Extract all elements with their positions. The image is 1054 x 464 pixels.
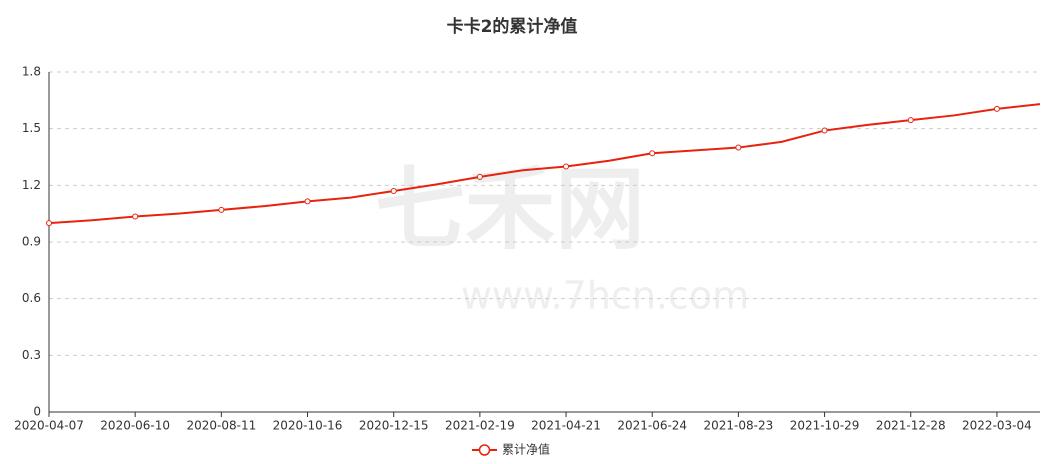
y-tick-label: 0 [33, 405, 41, 419]
point [218, 206, 225, 213]
point [735, 144, 742, 151]
watermark-brand: 七禾网 [375, 157, 645, 262]
point [993, 105, 1000, 112]
point [476, 173, 483, 180]
y-tick-label: 1.5 [22, 121, 41, 135]
x-tick-label: 2020-12-15 [359, 419, 429, 433]
chart-title: 卡卡2的累计净值 [447, 16, 578, 37]
watermark-url: www.7hcn.com [461, 274, 749, 318]
y-tick-label: 0.9 [22, 235, 41, 249]
legend-label: 累计净值 [502, 442, 550, 457]
point [304, 198, 311, 205]
x-tick-label: 2020-08-11 [186, 419, 256, 433]
point [649, 150, 656, 157]
y-tick-label: 0.6 [22, 291, 41, 305]
x-tick-label: 2021-12-28 [876, 419, 946, 433]
x-tick-label: 2021-04-21 [531, 419, 601, 433]
point [821, 127, 828, 134]
x-tick-label: 2020-04-07 [14, 419, 84, 433]
x-tick-label: 2021-06-24 [617, 419, 687, 433]
y-tick-label: 0.3 [22, 348, 41, 362]
line [48, 103, 1041, 225]
point [907, 117, 914, 124]
y-tick-label: 1.2 [22, 178, 41, 192]
x-tick-label: 2020-10-16 [273, 419, 343, 433]
x-tick-label: 2021-10-29 [790, 419, 860, 433]
x-tick-label: 2021-02-19 [445, 419, 515, 433]
x-tick-label: 2020-06-10 [100, 419, 170, 433]
x-tick-label: 2021-08-23 [704, 419, 774, 433]
point [132, 213, 139, 220]
point [46, 220, 52, 227]
y-tick-label: 1.8 [22, 65, 41, 79]
point [563, 163, 570, 170]
point [390, 188, 397, 194]
x-tick-label: 2022-03-04 [962, 419, 1032, 433]
legend-marker [478, 444, 491, 456]
